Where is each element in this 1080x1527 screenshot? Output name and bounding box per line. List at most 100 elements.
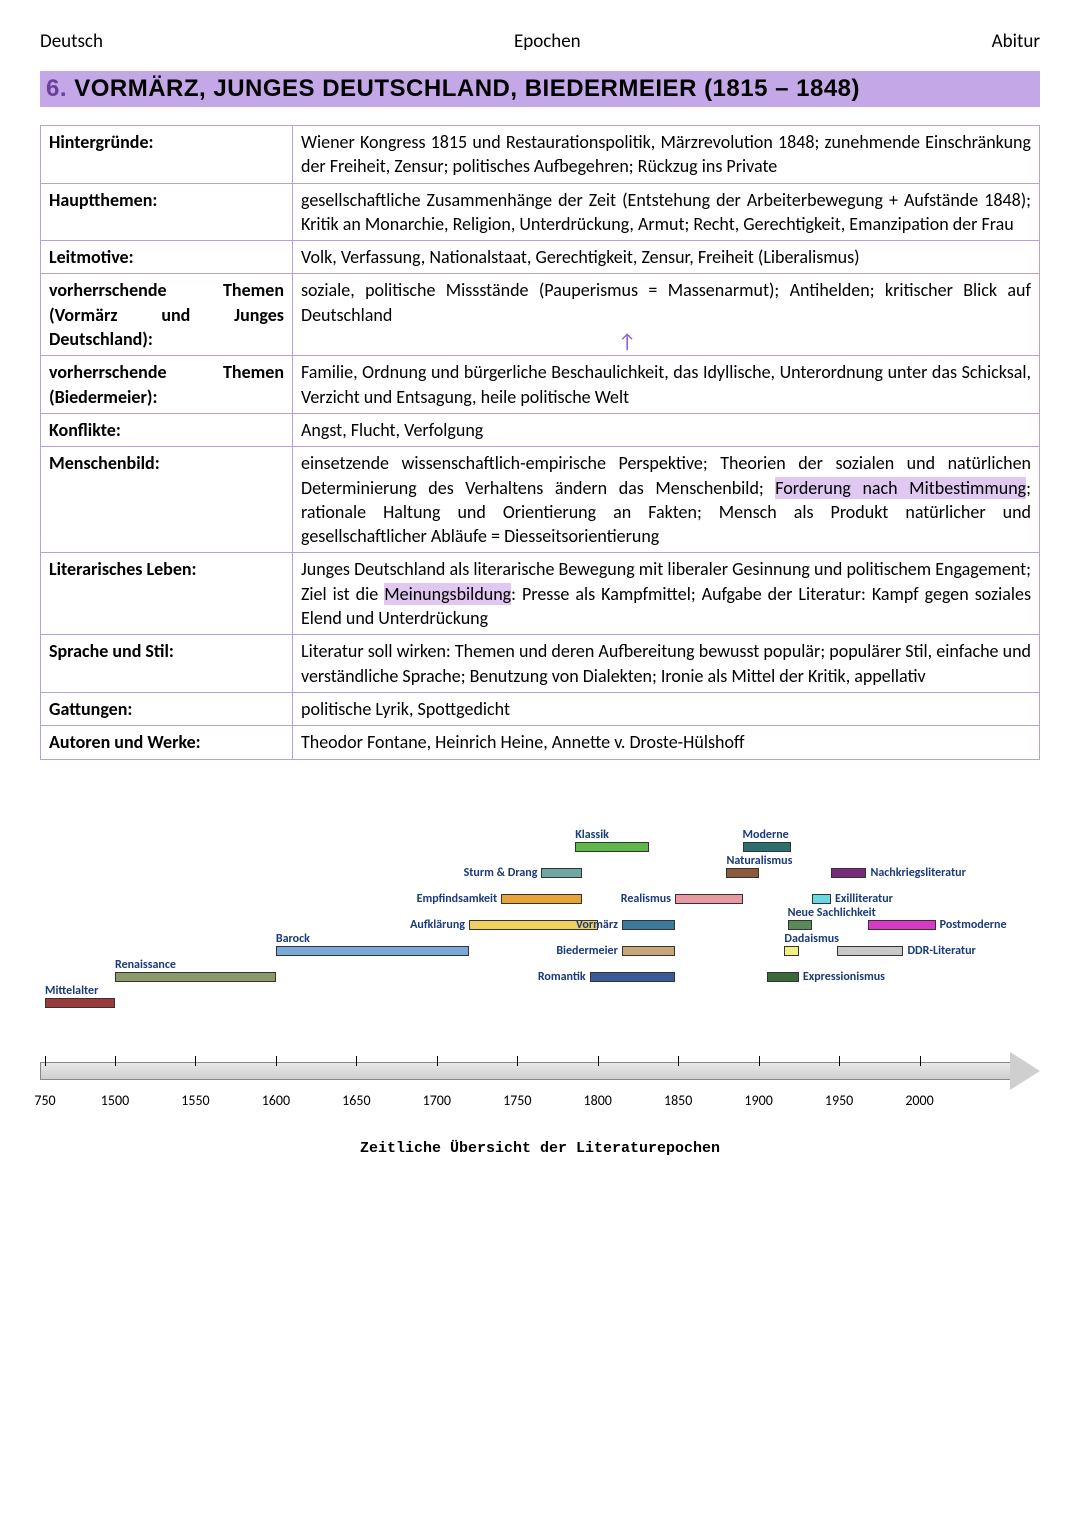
axis-tick bbox=[195, 1056, 196, 1066]
epoch-bar bbox=[788, 920, 812, 930]
epoch-bar bbox=[726, 868, 758, 878]
epoch-bar bbox=[812, 894, 831, 904]
epoch-label: Neue Sachlichkeit bbox=[788, 906, 876, 920]
axis-tick bbox=[115, 1056, 116, 1066]
axis-tick-label: 1500 bbox=[101, 1092, 129, 1109]
axis-tick-label: 2000 bbox=[905, 1092, 933, 1109]
axis-tick bbox=[45, 1056, 46, 1066]
row-label: Sprache und Stil: bbox=[41, 635, 293, 693]
title-number: 6. bbox=[46, 75, 67, 102]
epoch-bar bbox=[276, 946, 469, 956]
row-value: einsetzende wissenschaftlich-empirische … bbox=[293, 447, 1040, 553]
row-value: Theodor Fontane, Heinrich Heine, Annette… bbox=[293, 726, 1040, 759]
row-label: vorherrschende Themen (Vormärz und Junge… bbox=[41, 274, 293, 356]
axis-tick-label: 1950 bbox=[825, 1092, 853, 1109]
row-value: ↑Familie, Ordnung und bürgerliche Bescha… bbox=[293, 356, 1040, 414]
epoch-label: Postmoderne bbox=[940, 918, 1007, 932]
page-header: Deutsch Epochen Abitur bbox=[40, 30, 1040, 53]
row-label: Hauptthemen: bbox=[41, 183, 293, 241]
row-label: Gattungen: bbox=[41, 692, 293, 725]
section-title: 6. VORMÄRZ, JUNGES DEUTSCHLAND, BIEDERME… bbox=[40, 71, 1040, 107]
timeline-chart: 7501500155016001650170017501800185019001… bbox=[40, 820, 1040, 1120]
epoch-bar bbox=[501, 894, 581, 904]
axis-arrowhead bbox=[1010, 1052, 1040, 1090]
axis-tick bbox=[356, 1056, 357, 1066]
table-row: Autoren und Werke:Theodor Fontane, Heinr… bbox=[41, 726, 1040, 759]
epoch-label: Empfindsamkeit bbox=[417, 892, 498, 906]
axis-tick bbox=[759, 1056, 760, 1066]
page: Deutsch Epochen Abitur 6. VORMÄRZ, JUNGE… bbox=[0, 0, 1080, 1187]
table-row: Gattungen:politische Lyrik, Spottgedicht bbox=[41, 692, 1040, 725]
axis-tick bbox=[920, 1056, 921, 1066]
timeline-caption: Zeitliche Übersicht der Literaturepochen bbox=[40, 1140, 1040, 1157]
epoch-label: Barock bbox=[276, 932, 310, 946]
row-label: Literarisches Leben: bbox=[41, 553, 293, 635]
epoch-label: Vormärz bbox=[576, 918, 618, 932]
epoch-bar bbox=[590, 972, 675, 982]
axis-tick-label: 750 bbox=[34, 1092, 55, 1109]
axis-tick bbox=[276, 1056, 277, 1066]
row-value: Literatur soll wirken: Themen und deren … bbox=[293, 635, 1040, 693]
epoch-label: Realismus bbox=[621, 892, 671, 906]
epoch-bar bbox=[575, 842, 649, 852]
row-label: Konflikte: bbox=[41, 413, 293, 446]
table-row: Leitmotive:Volk, Verfassung, Nationalsta… bbox=[41, 241, 1040, 274]
table-row: vorherrschende Themen (Vormärz und Junge… bbox=[41, 274, 1040, 356]
header-center: Epochen bbox=[514, 30, 581, 53]
row-value: soziale, politische Missstände (Pauperis… bbox=[293, 274, 1040, 356]
title-text: VORMÄRZ, JUNGES DEUTSCHLAND, BIEDERMEIER… bbox=[74, 75, 860, 102]
epoch-label: Dadaismus bbox=[784, 932, 839, 946]
row-label: Leitmotive: bbox=[41, 241, 293, 274]
row-label: Menschenbild: bbox=[41, 447, 293, 553]
epoch-bar bbox=[622, 920, 675, 930]
table-row: Hauptthemen:gesellschaftliche Zusammenhä… bbox=[41, 183, 1040, 241]
epoch-bar bbox=[831, 868, 866, 878]
epoch-bar bbox=[45, 998, 115, 1008]
table-row: Menschenbild:einsetzende wissenschaftlic… bbox=[41, 447, 1040, 553]
epoch-label: Romantik bbox=[538, 970, 586, 984]
epoch-bar bbox=[622, 946, 675, 956]
epoch-bar bbox=[743, 842, 791, 852]
row-label: Hintergründe: bbox=[41, 126, 293, 184]
axis-tick-label: 1550 bbox=[181, 1092, 209, 1109]
row-value: Junges Deutschland als literarische Bewe… bbox=[293, 553, 1040, 635]
axis-tick-label: 1800 bbox=[584, 1092, 612, 1109]
axis-tick bbox=[517, 1056, 518, 1066]
table-row: Sprache und Stil:Literatur soll wirken: … bbox=[41, 635, 1040, 693]
axis-tick-label: 1600 bbox=[262, 1092, 290, 1109]
header-right: Abitur bbox=[992, 30, 1040, 53]
epoch-bar bbox=[784, 946, 798, 956]
axis-tick-label: 1850 bbox=[664, 1092, 692, 1109]
table-row: Konflikte:Angst, Flucht, Verfolgung bbox=[41, 413, 1040, 446]
epoch-label: Expressionismus bbox=[803, 970, 885, 984]
epoch-bar bbox=[837, 946, 903, 956]
axis-tick bbox=[839, 1056, 840, 1066]
row-label: vorherrschende Themen (Biedermeier): bbox=[41, 356, 293, 414]
timeline-axis: 7501500155016001650170017501800185019001… bbox=[40, 1052, 1040, 1082]
row-value: politische Lyrik, Spottgedicht bbox=[293, 692, 1040, 725]
epoch-label: Aufklärung bbox=[410, 918, 465, 932]
row-value: gesellschaftliche Zusammenhänge der Zeit… bbox=[293, 183, 1040, 241]
axis-tick bbox=[437, 1056, 438, 1066]
axis-tick-label: 1650 bbox=[342, 1092, 370, 1109]
axis-tick-label: 1700 bbox=[423, 1092, 451, 1109]
axis-tick-label: 1900 bbox=[744, 1092, 772, 1109]
epoch-label: Nachkriegsliteratur bbox=[870, 866, 965, 880]
epoch-label: DDR-Literatur bbox=[907, 944, 975, 958]
info-table: Hintergründe:Wiener Kongress 1815 und Re… bbox=[40, 125, 1040, 760]
epoch-bar bbox=[868, 920, 936, 930]
epoch-label: Sturm & Drang bbox=[464, 866, 538, 880]
table-row: Hintergründe:Wiener Kongress 1815 und Re… bbox=[41, 126, 1040, 184]
epoch-bar bbox=[675, 894, 743, 904]
row-value: Angst, Flucht, Verfolgung bbox=[293, 413, 1040, 446]
epoch-label: Renaissance bbox=[115, 958, 176, 972]
axis-body bbox=[40, 1062, 1010, 1080]
axis-tick-label: 1750 bbox=[503, 1092, 531, 1109]
epoch-label: Naturalismus bbox=[726, 854, 792, 868]
epoch-label: Exilliteratur bbox=[835, 892, 893, 906]
axis-tick bbox=[678, 1056, 679, 1066]
epoch-bar bbox=[767, 972, 799, 982]
epoch-label: Mittelalter bbox=[45, 984, 98, 998]
table-row: Literarisches Leben:Junges Deutschland a… bbox=[41, 553, 1040, 635]
header-left: Deutsch bbox=[40, 30, 103, 53]
